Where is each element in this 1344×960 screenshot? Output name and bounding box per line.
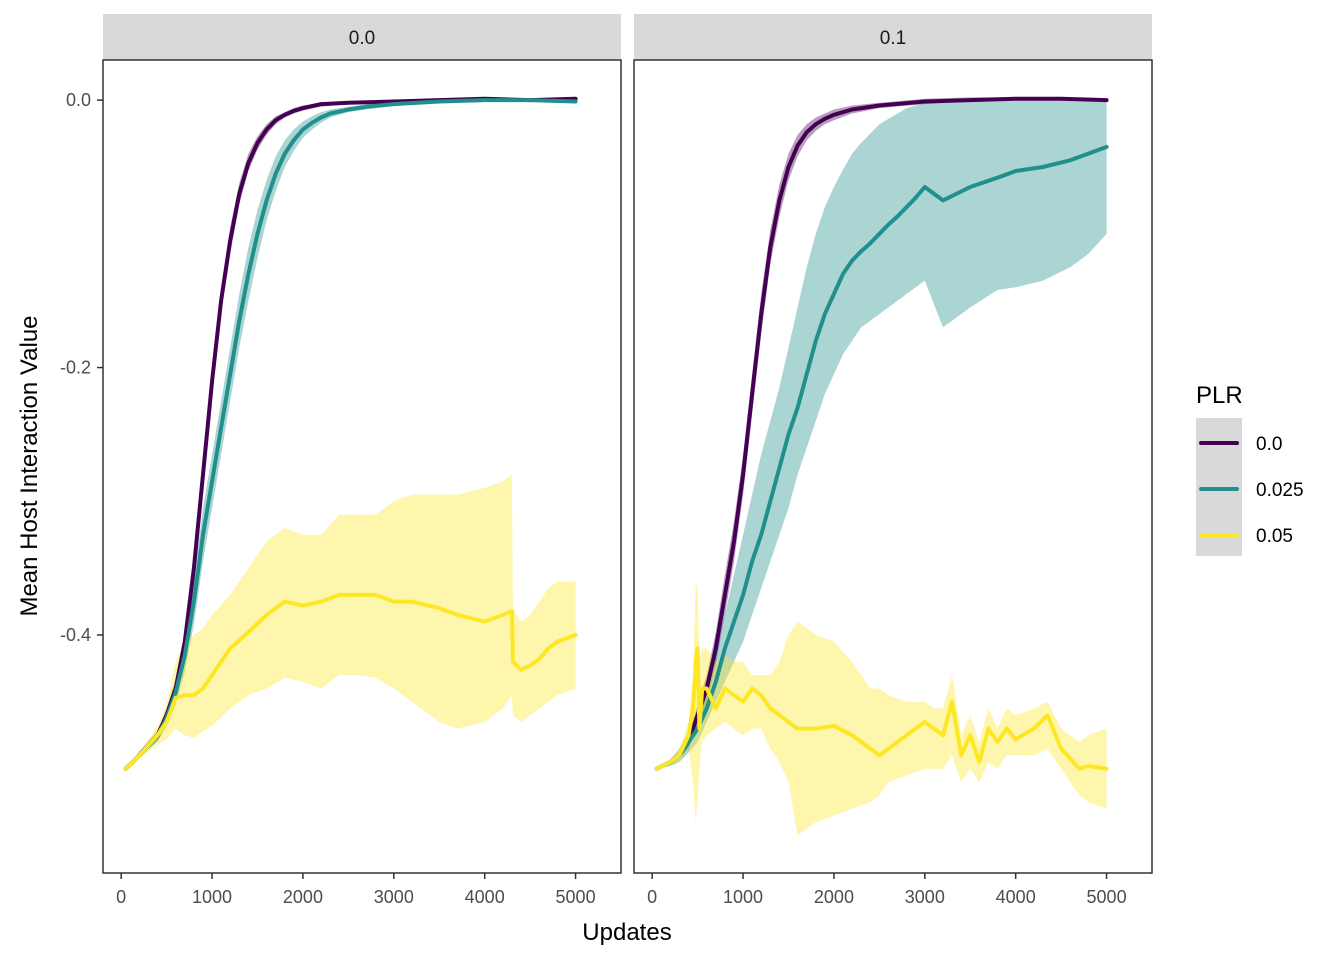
panel-strip-label: 0.0 bbox=[349, 28, 375, 49]
y-tick-label: -0.2 bbox=[60, 358, 91, 378]
x-tick-label: 4000 bbox=[465, 887, 505, 907]
x-axis: 0 1000 2000 3000 4000 5000 bbox=[116, 873, 596, 907]
x-axis: 0 1000 2000 3000 4000 5000 bbox=[647, 873, 1127, 907]
x-tick-label: 4000 bbox=[996, 887, 1036, 907]
panel-border bbox=[102, 59, 622, 874]
series-line-plr-0-025 bbox=[654, 144, 1109, 771]
x-tick-label: 2000 bbox=[814, 887, 854, 907]
series-lines bbox=[123, 96, 578, 771]
legend-label-plr-0-05: 0.05 bbox=[1256, 526, 1293, 547]
series-line-plr-0-05 bbox=[654, 646, 1109, 771]
series-line-plr-0-025 bbox=[123, 98, 578, 771]
y-tick-label: 0.0 bbox=[66, 90, 91, 110]
panel-strip bbox=[103, 14, 621, 60]
y-tick-label: -0.4 bbox=[60, 625, 91, 645]
x-tick-label: 1000 bbox=[723, 887, 763, 907]
legend-label-plr-0-0: 0.0 bbox=[1256, 434, 1282, 455]
series-lines bbox=[654, 96, 1109, 771]
x-axis-title: Updates bbox=[582, 919, 671, 946]
panel-strip bbox=[634, 14, 1152, 60]
x-tick-label: 5000 bbox=[1087, 887, 1127, 907]
ribbon-plr-0-025 bbox=[656, 100, 1107, 769]
panel-border bbox=[633, 59, 1153, 874]
panel-strip-label: 0.1 bbox=[880, 28, 906, 49]
legend-items: 0.0 0.025 0.05 bbox=[1199, 434, 1304, 547]
x-tick-label: 5000 bbox=[556, 887, 596, 907]
x-tick-label: 3000 bbox=[374, 887, 414, 907]
panel-plr-0-1: 0.1 0 1000 2000 3000 4000 5000 bbox=[633, 14, 1153, 907]
x-tick-label: 2000 bbox=[283, 887, 323, 907]
legend-title: PLR bbox=[1196, 382, 1243, 409]
x-tick-label: 3000 bbox=[905, 887, 945, 907]
legend-label-plr-0-025: 0.025 bbox=[1256, 480, 1304, 501]
x-tick-label: 0 bbox=[647, 887, 657, 907]
x-tick-label: 0 bbox=[116, 887, 126, 907]
x-tick-label: 1000 bbox=[192, 887, 232, 907]
y-axis: 0.0 -0.2 -0.4 bbox=[60, 90, 103, 645]
series-line-plr-0-05 bbox=[123, 592, 578, 771]
ribbon-plr-0-05 bbox=[125, 474, 576, 769]
ribbon-plr-0-05 bbox=[656, 581, 1107, 836]
panel-plr-0-0: 0.0 0 1000 2000 3000 4000 5000 0.0 -0.2 -0.4 bbox=[60, 14, 622, 907]
legend: PLR 0.0 0.025 0.05 bbox=[1196, 382, 1304, 556]
y-axis-title: Mean Host Interaction Value bbox=[16, 315, 43, 616]
